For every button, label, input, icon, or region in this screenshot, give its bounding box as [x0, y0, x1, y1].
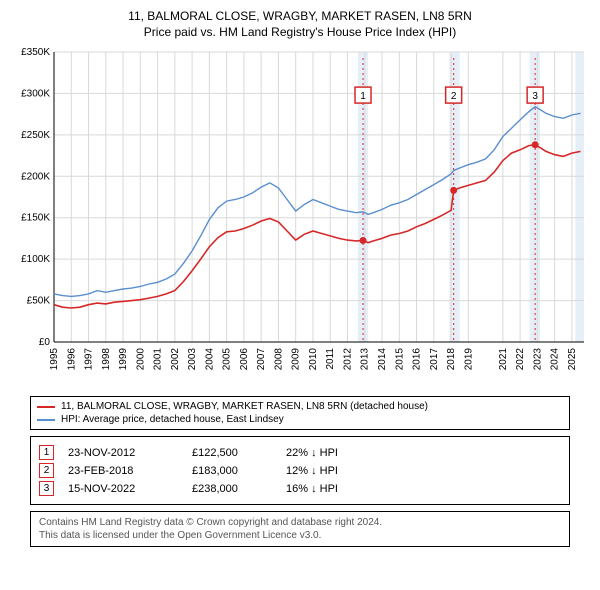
- svg-text:2017: 2017: [429, 348, 440, 371]
- svg-text:1: 1: [360, 91, 366, 102]
- footer-line-1: Contains HM Land Registry data © Crown c…: [39, 516, 561, 529]
- event-date: 23-NOV-2012: [68, 447, 178, 459]
- svg-text:2023: 2023: [532, 348, 543, 371]
- title-line-1: 11, BALMORAL CLOSE, WRAGBY, MARKET RASEN…: [10, 8, 590, 24]
- event-row: 1 23-NOV-2012 £122,500 22% ↓ HPI: [39, 445, 561, 460]
- event-diff: 16% ↓ HPI: [286, 483, 386, 495]
- svg-text:1999: 1999: [118, 348, 129, 371]
- svg-text:2009: 2009: [291, 348, 302, 371]
- svg-text:2018: 2018: [446, 348, 457, 371]
- svg-text:2016: 2016: [412, 348, 423, 371]
- footer-line-2: This data is licensed under the Open Gov…: [39, 529, 561, 542]
- svg-text:2014: 2014: [377, 348, 388, 371]
- svg-text:2008: 2008: [273, 348, 284, 371]
- svg-text:£250K: £250K: [21, 130, 50, 141]
- line-chart-svg: £0 £50K £100K £150K £200K £250K £300K £350K 1995…: [10, 44, 590, 390]
- svg-text:2015: 2015: [394, 348, 405, 371]
- svg-text:2021: 2021: [498, 348, 509, 371]
- title-line-2: Price paid vs. HM Land Registry's House …: [10, 24, 590, 40]
- svg-text:2019: 2019: [463, 348, 474, 371]
- svg-text:2022: 2022: [515, 348, 526, 371]
- svg-text:£150K: £150K: [21, 213, 50, 224]
- event-badge: 3: [39, 481, 54, 496]
- svg-text:2002: 2002: [170, 348, 181, 371]
- footer: Contains HM Land Registry data © Crown c…: [30, 511, 570, 547]
- svg-text:£200K: £200K: [21, 172, 50, 183]
- svg-text:2025: 2025: [567, 348, 578, 371]
- event-badge: 2: [39, 463, 54, 478]
- legend: 11, BALMORAL CLOSE, WRAGBY, MARKET RASEN…: [30, 396, 570, 430]
- svg-text:2011: 2011: [325, 348, 336, 370]
- legend-label: HPI: Average price, detached house, East…: [61, 413, 284, 426]
- event-price: £238,000: [192, 483, 272, 495]
- chart-area: £0 £50K £100K £150K £200K £250K £300K £350K 1995…: [10, 44, 590, 390]
- svg-text:£350K: £350K: [21, 47, 50, 58]
- legend-label: 11, BALMORAL CLOSE, WRAGBY, MARKET RASEN…: [61, 400, 428, 413]
- svg-text:2006: 2006: [239, 348, 250, 371]
- svg-text:2003: 2003: [187, 348, 198, 371]
- svg-text:2004: 2004: [204, 348, 215, 371]
- svg-text:2005: 2005: [222, 348, 233, 371]
- event-diff: 22% ↓ HPI: [286, 447, 386, 459]
- legend-item: HPI: Average price, detached house, East…: [37, 413, 563, 426]
- legend-swatch: [37, 406, 55, 408]
- legend-item: 11, BALMORAL CLOSE, WRAGBY, MARKET RASEN…: [37, 400, 563, 413]
- event-row: 3 15-NOV-2022 £238,000 16% ↓ HPI: [39, 481, 561, 496]
- event-date: 15-NOV-2022: [68, 483, 178, 495]
- event-date: 23-FEB-2018: [68, 465, 178, 477]
- event-price: £122,500: [192, 447, 272, 459]
- svg-text:1997: 1997: [84, 348, 95, 371]
- svg-text:2012: 2012: [342, 348, 353, 371]
- event-price: £183,000: [192, 465, 272, 477]
- svg-text:1998: 1998: [101, 348, 112, 371]
- svg-text:2000: 2000: [135, 348, 146, 371]
- svg-text:3: 3: [532, 91, 538, 102]
- svg-text:2001: 2001: [153, 348, 164, 371]
- svg-text:1995: 1995: [49, 348, 60, 371]
- svg-text:£50K: £50K: [27, 296, 51, 307]
- svg-text:2013: 2013: [360, 348, 371, 371]
- event-diff: 12% ↓ HPI: [286, 465, 386, 477]
- event-badge: 1: [39, 445, 54, 460]
- title-block: 11, BALMORAL CLOSE, WRAGBY, MARKET RASEN…: [10, 8, 590, 40]
- svg-text:£300K: £300K: [21, 89, 50, 100]
- svg-text:2010: 2010: [308, 348, 319, 371]
- chart-container: 11, BALMORAL CLOSE, WRAGBY, MARKET RASEN…: [0, 0, 600, 590]
- svg-text:£100K: £100K: [21, 255, 50, 266]
- svg-text:2007: 2007: [256, 348, 267, 371]
- events-table: 1 23-NOV-2012 £122,500 22% ↓ HPI 2 23-FE…: [30, 436, 570, 505]
- svg-text:2: 2: [451, 91, 457, 102]
- legend-swatch: [37, 419, 55, 421]
- svg-text:2024: 2024: [550, 348, 561, 371]
- event-row: 2 23-FEB-2018 £183,000 12% ↓ HPI: [39, 463, 561, 478]
- svg-text:1996: 1996: [66, 348, 77, 371]
- svg-text:£0: £0: [39, 337, 51, 348]
